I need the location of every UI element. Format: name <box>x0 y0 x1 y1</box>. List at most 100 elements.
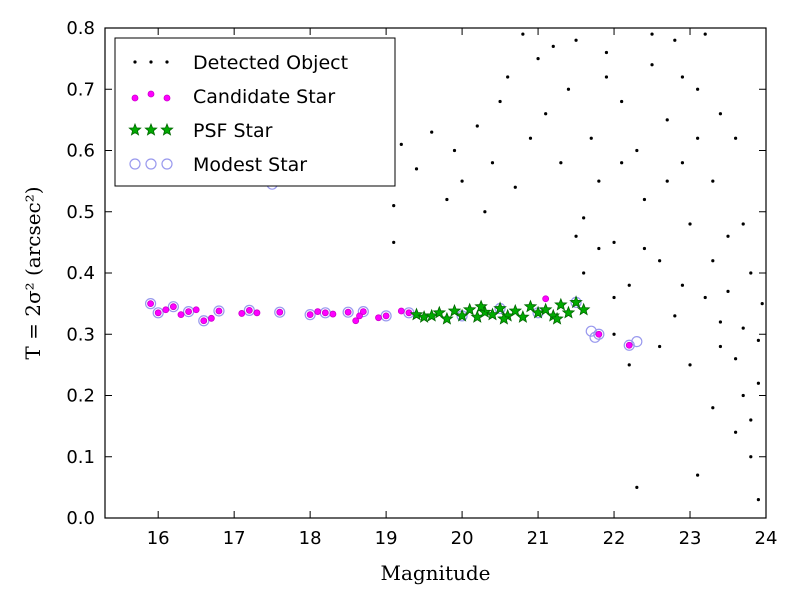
data-point <box>625 341 633 349</box>
legend-box <box>114 37 396 187</box>
data-point <box>432 305 447 319</box>
legend-marker <box>133 60 137 64</box>
data-point <box>650 32 654 36</box>
data-point <box>200 317 208 325</box>
data-point <box>703 295 707 300</box>
data-point <box>597 179 601 183</box>
data-point <box>551 44 555 48</box>
data-point <box>447 303 462 317</box>
data-point <box>392 240 396 244</box>
data-point <box>474 299 488 313</box>
series-candidate-star <box>147 295 633 349</box>
data-point <box>642 197 647 202</box>
x-tick-label: 19 <box>375 528 398 549</box>
data-point <box>711 259 715 263</box>
data-point <box>162 306 170 314</box>
legend-marker <box>163 94 171 102</box>
data-point <box>593 328 605 340</box>
data-point <box>375 314 382 322</box>
data-point <box>424 308 439 322</box>
data-point <box>650 63 654 67</box>
data-point <box>612 332 616 336</box>
legend-marker <box>129 158 141 170</box>
legend: Detected Object Candidate Star PSF Star Mod… <box>114 37 396 187</box>
data-point <box>513 185 517 189</box>
data-point <box>741 393 745 398</box>
data-point <box>392 204 396 208</box>
legend-label: Candidate Star <box>193 86 335 108</box>
legend-marker <box>149 60 153 64</box>
data-point <box>506 75 510 79</box>
y-tick-label: 0.8 <box>66 18 95 39</box>
data-point <box>304 309 316 321</box>
data-point <box>561 305 576 319</box>
data-point <box>253 309 261 317</box>
data-point <box>756 381 761 385</box>
data-point <box>152 307 164 319</box>
data-point <box>711 406 715 410</box>
data-point <box>213 305 225 317</box>
data-point <box>703 32 707 36</box>
data-point <box>245 306 253 314</box>
data-point <box>749 418 753 422</box>
data-point <box>409 307 424 321</box>
data-point <box>696 473 700 477</box>
y-tick-label: 0.7 <box>66 79 95 100</box>
series-psf-star <box>409 295 591 325</box>
data-point <box>642 246 647 251</box>
data-point <box>673 314 677 318</box>
data-point <box>582 216 586 220</box>
y-tick-label: 0.2 <box>66 386 95 407</box>
data-point <box>749 271 753 275</box>
data-point <box>542 295 550 303</box>
legend-marker <box>144 122 158 136</box>
data-point <box>718 320 723 324</box>
data-point <box>734 357 738 361</box>
data-point <box>352 317 360 325</box>
data-point <box>574 234 578 238</box>
y-axis-title: T = 2σ² (arcsec²) <box>21 186 45 359</box>
data-point <box>516 310 530 323</box>
data-point <box>585 325 597 337</box>
data-point <box>576 302 591 316</box>
data-point <box>497 311 511 325</box>
data-point <box>359 308 367 315</box>
legend-marker <box>161 158 173 170</box>
data-point <box>635 148 639 153</box>
data-point <box>329 310 337 318</box>
data-point <box>597 246 601 251</box>
x-axis-title: Magnitude <box>380 561 490 585</box>
data-point <box>749 455 753 459</box>
data-point <box>460 179 464 183</box>
data-point <box>276 308 284 316</box>
data-point <box>658 259 662 263</box>
legend-marker <box>165 60 169 64</box>
data-point <box>589 136 593 140</box>
data-point <box>490 161 495 165</box>
data-point <box>536 57 540 61</box>
legend-label: Modest Star <box>193 154 307 176</box>
data-point <box>665 118 669 122</box>
data-point <box>696 136 700 140</box>
legend-marker <box>160 122 174 136</box>
data-point <box>582 271 586 275</box>
data-point <box>397 307 405 315</box>
data-point <box>760 302 764 306</box>
data-point <box>604 50 609 55</box>
data-point <box>554 297 568 311</box>
data-point <box>627 283 631 287</box>
x-tick-label: 24 <box>755 528 778 549</box>
legend-item-psf-star: PSF Star <box>128 120 273 142</box>
data-point <box>207 314 215 322</box>
data-point <box>680 161 685 165</box>
y-tick-label: 0.0 <box>66 508 95 529</box>
data-point <box>440 311 454 325</box>
data-point <box>306 311 314 319</box>
data-point <box>523 299 538 313</box>
x-tick-label: 18 <box>299 528 322 549</box>
data-point <box>177 311 185 319</box>
series-detected-object <box>392 32 764 502</box>
data-point <box>680 283 685 287</box>
data-point <box>688 222 692 226</box>
